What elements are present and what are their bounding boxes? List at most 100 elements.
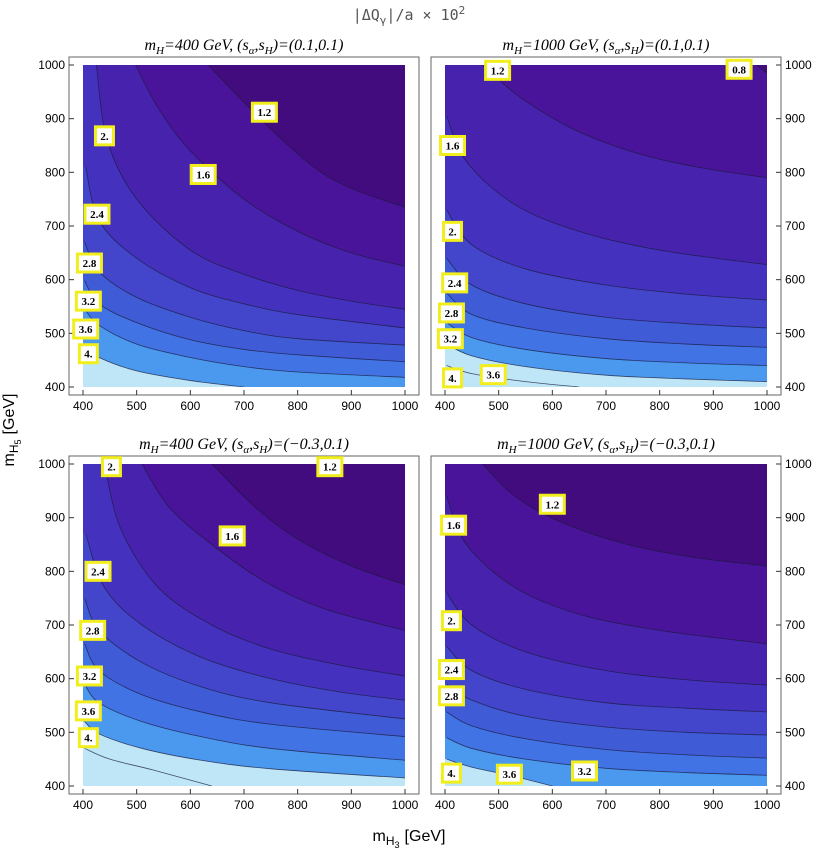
contour-label: 2. — [100, 456, 122, 478]
contour-line — [446, 292, 767, 348]
svg-text:3.2: 3.2 — [443, 334, 457, 346]
contour-line — [135, 65, 405, 267]
svg-text:1.2: 1.2 — [545, 499, 559, 511]
x-tick-label: 700 — [234, 399, 254, 413]
y-tick-label: 900 — [785, 511, 805, 525]
x-tick-label: 900 — [341, 798, 361, 812]
svg-text:2.4: 2.4 — [91, 566, 105, 578]
y-tick-label: 1000 — [38, 457, 65, 471]
y-tick-label: 900 — [45, 511, 65, 525]
svg-text:1.6: 1.6 — [446, 141, 460, 153]
svg-text:3.2: 3.2 — [81, 296, 95, 308]
contour-line — [84, 721, 405, 779]
x-tick-label: 400 — [435, 399, 455, 413]
svg-text:0.8: 0.8 — [732, 64, 746, 76]
y-tick-label: 500 — [45, 725, 65, 739]
panel-4: mH=1000 GeV, (sα,sH)=(−0.3,0.1) 400 500 600… — [430, 436, 812, 812]
panel-2: mH=1000 GeV, (sα,sH)=(0.1,0.1) 400 500 600 7… — [430, 37, 812, 413]
x-tick-label: 900 — [703, 399, 723, 413]
panel-title: mH=1000 GeV, (sα,sH)=(0.1,0.1) — [503, 37, 710, 57]
contour-line — [482, 464, 767, 567]
y-tick-label: 500 — [785, 725, 805, 739]
contour-label: 0.8 — [725, 58, 753, 80]
y-tick-label: 800 — [785, 564, 805, 578]
x-tick-label: 600 — [542, 399, 562, 413]
y-tick-label: 700 — [785, 219, 805, 233]
contour-label: 2.4 — [83, 203, 111, 225]
svg-text:2.: 2. — [107, 462, 116, 474]
y-axis-label: mH5[GeV] — [1, 394, 23, 467]
svg-text:4.: 4. — [448, 373, 457, 385]
contour-bands — [83, 65, 405, 387]
svg-text:4.: 4. — [447, 768, 456, 780]
contour-label: 2. — [93, 125, 115, 147]
contour-label: 3.6 — [74, 700, 102, 722]
contour-line — [446, 209, 767, 301]
contour-label: 3.2 — [436, 328, 464, 350]
x-tick-label: 1000 — [754, 798, 781, 812]
y-tick-label: 800 — [785, 165, 805, 179]
x-tick-label: 400 — [435, 798, 455, 812]
contour-label: 1.2 — [538, 493, 566, 515]
x-tick-label: 800 — [650, 798, 670, 812]
contour-label: 1.6 — [439, 135, 467, 156]
y-tick-label: 700 — [785, 618, 805, 632]
y-tick-label: 400 — [45, 779, 65, 793]
svg-text:2.8: 2.8 — [86, 625, 100, 637]
svg-text:3.6: 3.6 — [486, 370, 500, 382]
contour-line — [85, 533, 405, 701]
y-tick-label: 600 — [45, 273, 65, 287]
y-tick-label: 900 — [785, 112, 805, 126]
y-tick-label: 800 — [45, 165, 65, 179]
contour-label: 3.2 — [571, 760, 599, 782]
contour-line — [446, 646, 767, 713]
y-tick-label: 600 — [785, 273, 805, 287]
contour-label: 3.6 — [479, 364, 507, 386]
svg-text:1.6: 1.6 — [225, 531, 239, 543]
y-tick-label: 800 — [45, 564, 65, 578]
y-tick-label: 1000 — [38, 58, 65, 72]
svg-text:4.: 4. — [84, 349, 93, 361]
x-tick-label: 800 — [288, 399, 308, 413]
x-tick-label: 700 — [234, 798, 254, 812]
contour-label: 2. — [440, 610, 462, 632]
contour-line — [104, 464, 405, 677]
svg-text:2.: 2. — [448, 226, 457, 238]
x-tick-label: 600 — [180, 399, 200, 413]
svg-text:3.6: 3.6 — [81, 706, 95, 718]
contour-line — [446, 711, 767, 759]
contour-line — [84, 748, 212, 786]
contour-line — [211, 464, 405, 586]
x-tick-label: 400 — [73, 399, 93, 413]
panel-title: mH=400 GeV, (sα,sH)=(−0.3,0.1) — [139, 436, 349, 456]
x-tick-label: 700 — [596, 798, 616, 812]
svg-text:3.2: 3.2 — [578, 766, 592, 778]
contour-line — [756, 65, 767, 74]
svg-text:1.2: 1.2 — [491, 65, 505, 77]
x-tick-label: 500 — [489, 798, 509, 812]
contour-line — [446, 592, 767, 686]
contour-label: 1.2 — [484, 59, 512, 81]
contour-label: 2.4 — [441, 272, 469, 294]
panel-title: mH=1000 GeV, (sα,sH)=(−0.3,0.1) — [497, 436, 715, 456]
svg-text:2.4: 2.4 — [445, 665, 459, 677]
y-tick-label: 700 — [45, 219, 65, 233]
contour-label: 3.6 — [495, 763, 523, 785]
contour-label: 1.6 — [189, 163, 217, 185]
contour-label: 2. — [442, 220, 464, 242]
figure-suptitle: |ΔQγ|/a × 102 — [353, 4, 466, 27]
svg-text:1.6: 1.6 — [447, 520, 461, 532]
contour-line — [446, 257, 767, 329]
contour-label: 3.6 — [72, 318, 100, 340]
panel-3: mH=400 GeV, (sα,sH)=(−0.3,0.1) 400 500 600 7… — [38, 436, 420, 812]
contour-label: 2.4 — [84, 560, 112, 582]
x-tick-label: 500 — [127, 798, 147, 812]
svg-text:1.2: 1.2 — [258, 107, 272, 119]
contour-line — [446, 683, 767, 736]
contour-label: 2.4 — [437, 659, 465, 681]
svg-text:1.2: 1.2 — [323, 462, 337, 474]
contour-label: 2.8 — [75, 252, 103, 274]
x-tick-label: 400 — [73, 798, 93, 812]
x-tick-label: 800 — [650, 399, 670, 413]
contour-label: 4. — [440, 762, 462, 784]
